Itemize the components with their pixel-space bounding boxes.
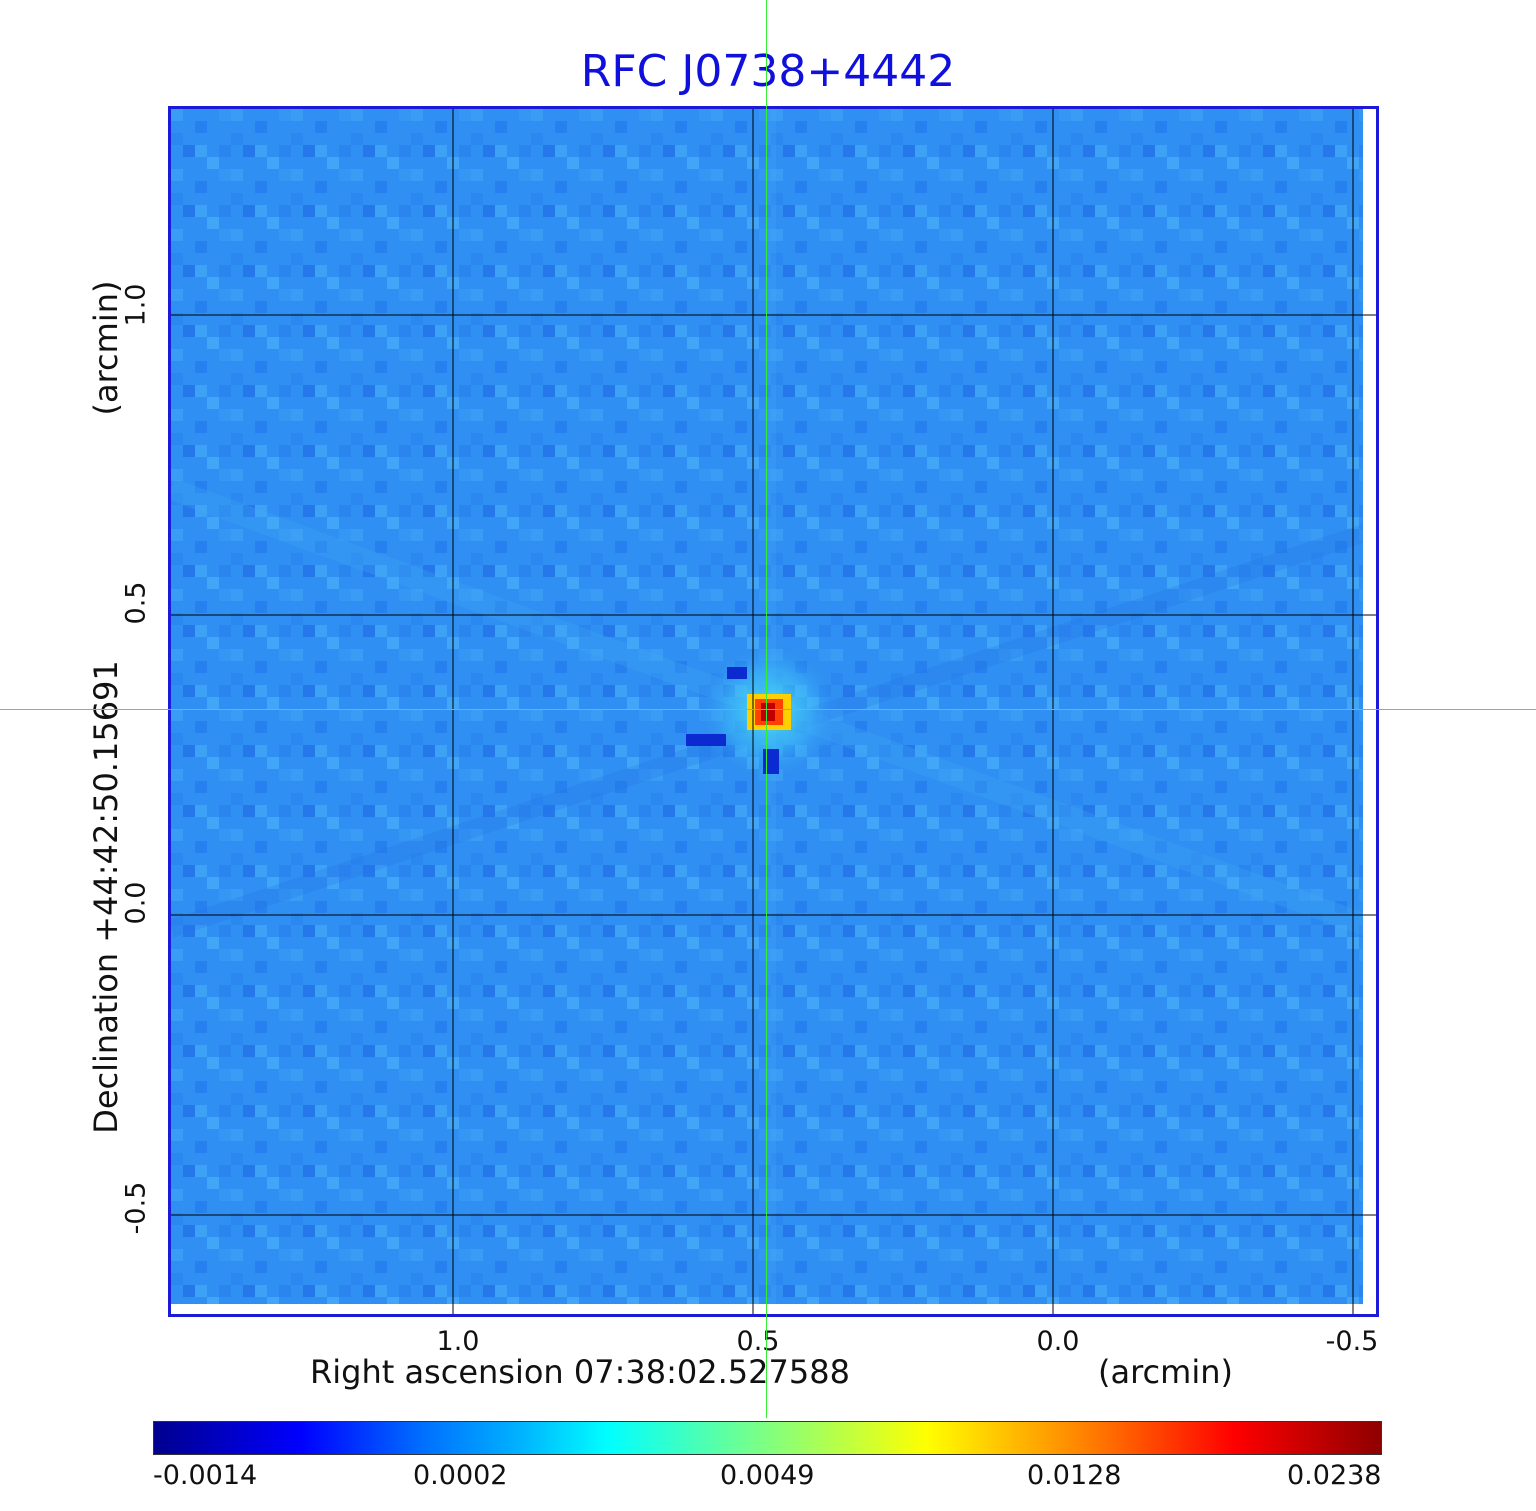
colorbar-tick-label: 0.0128: [1027, 1460, 1122, 1491]
x-tick-label: 1.0: [436, 1326, 480, 1357]
y-axis-label: Declination +44:42:50.15691: [87, 660, 125, 1134]
y-axis-unit: (arcmin): [87, 280, 125, 416]
x-tick-label: 0.5: [736, 1326, 780, 1357]
y-tick-label: 0.0: [120, 881, 152, 925]
radio-image[interactable]: [171, 109, 1376, 1314]
y-tick-label: -0.5: [120, 1181, 152, 1235]
x-tick-label: 0.0: [1036, 1326, 1080, 1357]
sky-map-panel[interactable]: [168, 106, 1379, 1317]
coordinate-grid: [171, 109, 1376, 1314]
colorbar: [153, 1421, 1382, 1455]
colorbar-tick-label: 0.0238: [1287, 1460, 1382, 1491]
colorbar-tick-label: 0.0049: [720, 1460, 815, 1491]
x-tick-label: -0.5: [1325, 1326, 1379, 1357]
y-tick-label: 0.5: [120, 581, 152, 625]
image-title: RFC J0738+4442: [580, 46, 956, 97]
y-tick-label: 1.0: [120, 283, 152, 327]
x-axis-unit: (arcmin): [1098, 1353, 1233, 1391]
x-axis-label: Right ascension 07:38:02.527588: [310, 1353, 850, 1391]
colorbar-tick-label: 0.0002: [413, 1460, 508, 1491]
colorbar-tick-label: -0.0014: [153, 1460, 258, 1491]
crosshair-horizontal: [0, 709, 1536, 710]
